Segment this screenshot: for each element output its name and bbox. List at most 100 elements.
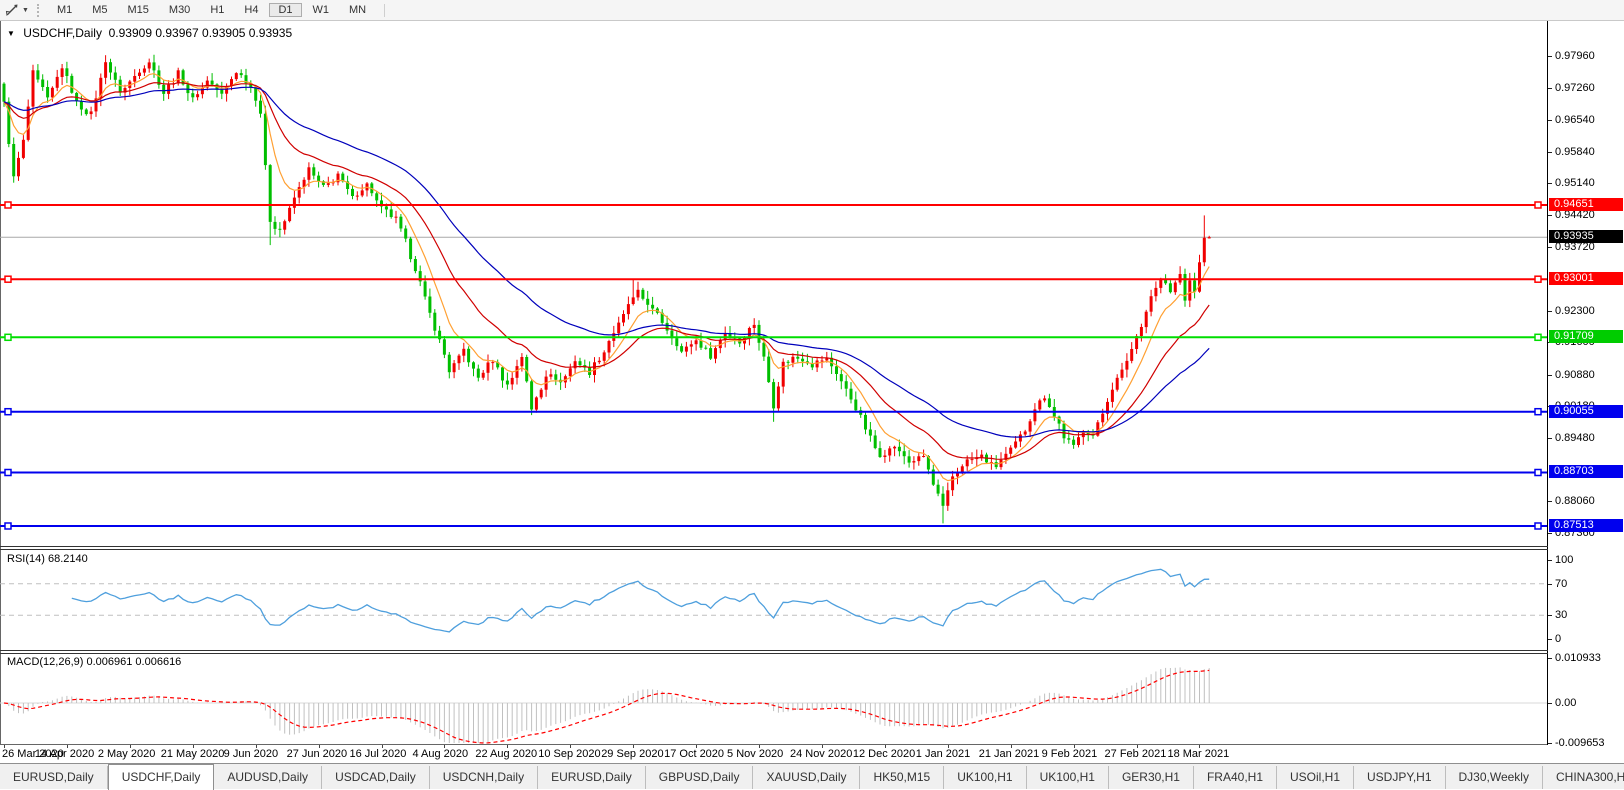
price-tick: 0.88060 — [1555, 495, 1595, 508]
price-axis[interactable]: 0.97960 0.97260 0.96540 0.95840 0.95140 0.944… — [1548, 20, 1624, 749]
rsi-tick-tickmark — [1548, 583, 1552, 585]
timeframe-buttons: M1 M5 M15 M30 H1 H4 D1 W1 MN — [47, 2, 376, 18]
chart-tab-dj30-weekly[interactable]: DJ30,Weekly — [1446, 766, 1543, 789]
date-label: 17 Oct 2020 — [664, 748, 725, 760]
toolbar-separator — [384, 3, 386, 17]
chart-title: ▼ USDCHF,Daily 0.93909 0.93967 0.93905 0… — [7, 26, 292, 40]
level-price-badge: 0.90055 — [1549, 404, 1623, 418]
price-tick-tickmark — [1548, 310, 1552, 312]
price-tick: 0.93720 — [1555, 240, 1595, 253]
chart-tab-usdchf-daily[interactable]: USDCHF,Daily — [107, 764, 215, 790]
timeframe-button-h4[interactable]: H4 — [244, 4, 259, 16]
date-tickmark — [4, 745, 5, 748]
date-tickmark — [759, 745, 761, 748]
price-tick-tickmark — [1548, 87, 1552, 89]
chart-tab-usdcad-daily[interactable]: USDCAD,Daily — [322, 766, 430, 789]
macd-tick-tickmark — [1548, 742, 1552, 744]
rsi-tick-tickmark — [1548, 615, 1552, 617]
date-label: 9 Jun 2020 — [223, 748, 279, 760]
date-label: 29 Sep 2020 — [601, 748, 664, 760]
rsi-tick-tickmark — [1548, 639, 1552, 640]
price-tick: 0.92300 — [1555, 304, 1595, 317]
date-label: 4 Aug 2020 — [412, 748, 469, 760]
date-tickmark — [696, 745, 698, 748]
date-label: 14 Apr 2020 — [34, 748, 95, 760]
price-tick-tickmark — [1548, 183, 1552, 184]
date-label: 1 Jan 2021 — [915, 748, 971, 760]
chart-tab-fra40-h1[interactable]: FRA40,H1 — [1194, 766, 1277, 789]
date-tickmark — [947, 745, 949, 748]
date-tickmark — [821, 745, 823, 748]
date-label: 21 May 2020 — [160, 748, 225, 760]
date-tickmark — [1073, 745, 1075, 748]
date-tickmark — [884, 745, 886, 748]
timeframe-button-m30[interactable]: M30 — [168, 4, 191, 16]
date-label: 10 Sep 2020 — [538, 748, 601, 760]
price-tick-tickmark — [1548, 501, 1552, 503]
date-label: 26 Mar 2020 — [2, 748, 64, 760]
timeframe-button-w1[interactable]: W1 — [312, 4, 330, 16]
price-tick: 0.97260 — [1555, 81, 1595, 94]
date-tickmark — [1136, 745, 1138, 748]
date-label: 22 Aug 2020 — [475, 748, 538, 760]
chart-tab-audusd-daily[interactable]: AUDUSD,Daily — [214, 766, 323, 789]
chart-tab-gbpusd-daily[interactable]: GBPUSD,Daily — [646, 766, 754, 789]
timeframe-button-m5[interactable]: M5 — [92, 4, 108, 16]
chart-tab-uk100-h1[interactable]: UK100,H1 — [1027, 766, 1109, 789]
cursor-tool-icon[interactable] — [3, 2, 21, 18]
cursor-tool-dropdown-icon[interactable]: ▼ — [22, 6, 29, 14]
time-axis[interactable]: 26 Mar 2020 14 Apr 2020 2 May 2020 21 May 2… — [0, 745, 1548, 763]
date-tickmark — [570, 745, 572, 748]
chart-tab-eurusd-daily[interactable]: EURUSD,Daily — [0, 766, 108, 789]
price-tick: 0.94420 — [1555, 209, 1595, 222]
level-price-badge: 0.88703 — [1549, 465, 1623, 479]
date-label: 12 Dec 2020 — [852, 748, 916, 760]
price-tick: 0.97960 — [1555, 50, 1595, 63]
price-chart-canvas[interactable] — [0, 20, 1548, 745]
macd-label: MACD(12,26,9) 0.006961 0.006616 — [7, 656, 182, 668]
macd-tick: 0.010933 — [1555, 652, 1601, 664]
timeframe-button-d1[interactable]: D1 — [269, 3, 302, 17]
date-tickmark — [1199, 745, 1201, 748]
chart-tab-uk100-h1[interactable]: UK100,H1 — [944, 766, 1027, 789]
top-toolbar: ▼ M1 M5 M15 M30 H1 H4 D1 W1 MN — [0, 0, 1624, 21]
price-tick-tickmark — [1548, 532, 1552, 534]
chart-title-collapse-icon[interactable]: ▼ — [7, 29, 15, 38]
chart-tab-eurusd-daily[interactable]: EURUSD,Daily — [538, 766, 646, 789]
date-label: 5 Nov 2020 — [727, 748, 784, 760]
macd-tick: -0.009653 — [1555, 736, 1605, 749]
timeframe-button-m15[interactable]: M15 — [127, 4, 149, 16]
price-tick-tickmark — [1548, 437, 1552, 439]
date-label: 24 Nov 2020 — [789, 748, 853, 760]
date-label: 16 Jul 2020 — [349, 748, 407, 760]
chart-tab-hk50-m15[interactable]: HK50,M15 — [860, 766, 945, 789]
current-price-badge: 0.93935 — [1549, 230, 1623, 244]
timeframe-button-h1[interactable]: H1 — [210, 4, 225, 16]
chart-tab-usdjpy-h1[interactable]: USDJPY,H1 — [1354, 766, 1446, 789]
chart-tab-ger30-h1[interactable]: GER30,H1 — [1109, 766, 1194, 789]
price-tick-tickmark — [1548, 374, 1552, 376]
timeframe-button-m1[interactable]: M1 — [56, 4, 73, 16]
level-price-badge: 0.93001 — [1549, 272, 1623, 286]
macd-tick-tickmark — [1548, 703, 1552, 704]
date-tickmark — [444, 745, 446, 748]
chart-tab-usoil-h1[interactable]: USOil,H1 — [1277, 766, 1355, 789]
rsi-tick: 70 — [1555, 577, 1568, 590]
chart-tab-xauusd-daily[interactable]: XAUUSD,Daily — [753, 766, 861, 789]
date-tickmark — [66, 745, 68, 748]
timeframe-button-mn[interactable]: MN — [349, 4, 367, 16]
rsi-label: RSI(14) 68.2140 — [7, 553, 88, 565]
chart-tab-china300-h1[interactable]: CHINA300,H1 — [1543, 766, 1624, 789]
price-tick-tickmark — [1548, 246, 1552, 248]
level-price-badge: 0.87513 — [1549, 518, 1623, 532]
date-tickmark — [318, 745, 320, 748]
price-tick-tickmark — [1548, 56, 1552, 58]
date-tickmark — [129, 745, 131, 748]
rsi-tick: 0 — [1555, 633, 1562, 645]
date-tickmark — [633, 745, 635, 748]
date-label: 27 Jun 2020 — [286, 748, 348, 760]
price-tick: 0.90880 — [1555, 368, 1595, 381]
date-tickmark — [507, 745, 509, 748]
toolbar-grip[interactable] — [36, 3, 39, 17]
chart-tab-usdcnh-daily[interactable]: USDCNH,Daily — [430, 766, 539, 789]
